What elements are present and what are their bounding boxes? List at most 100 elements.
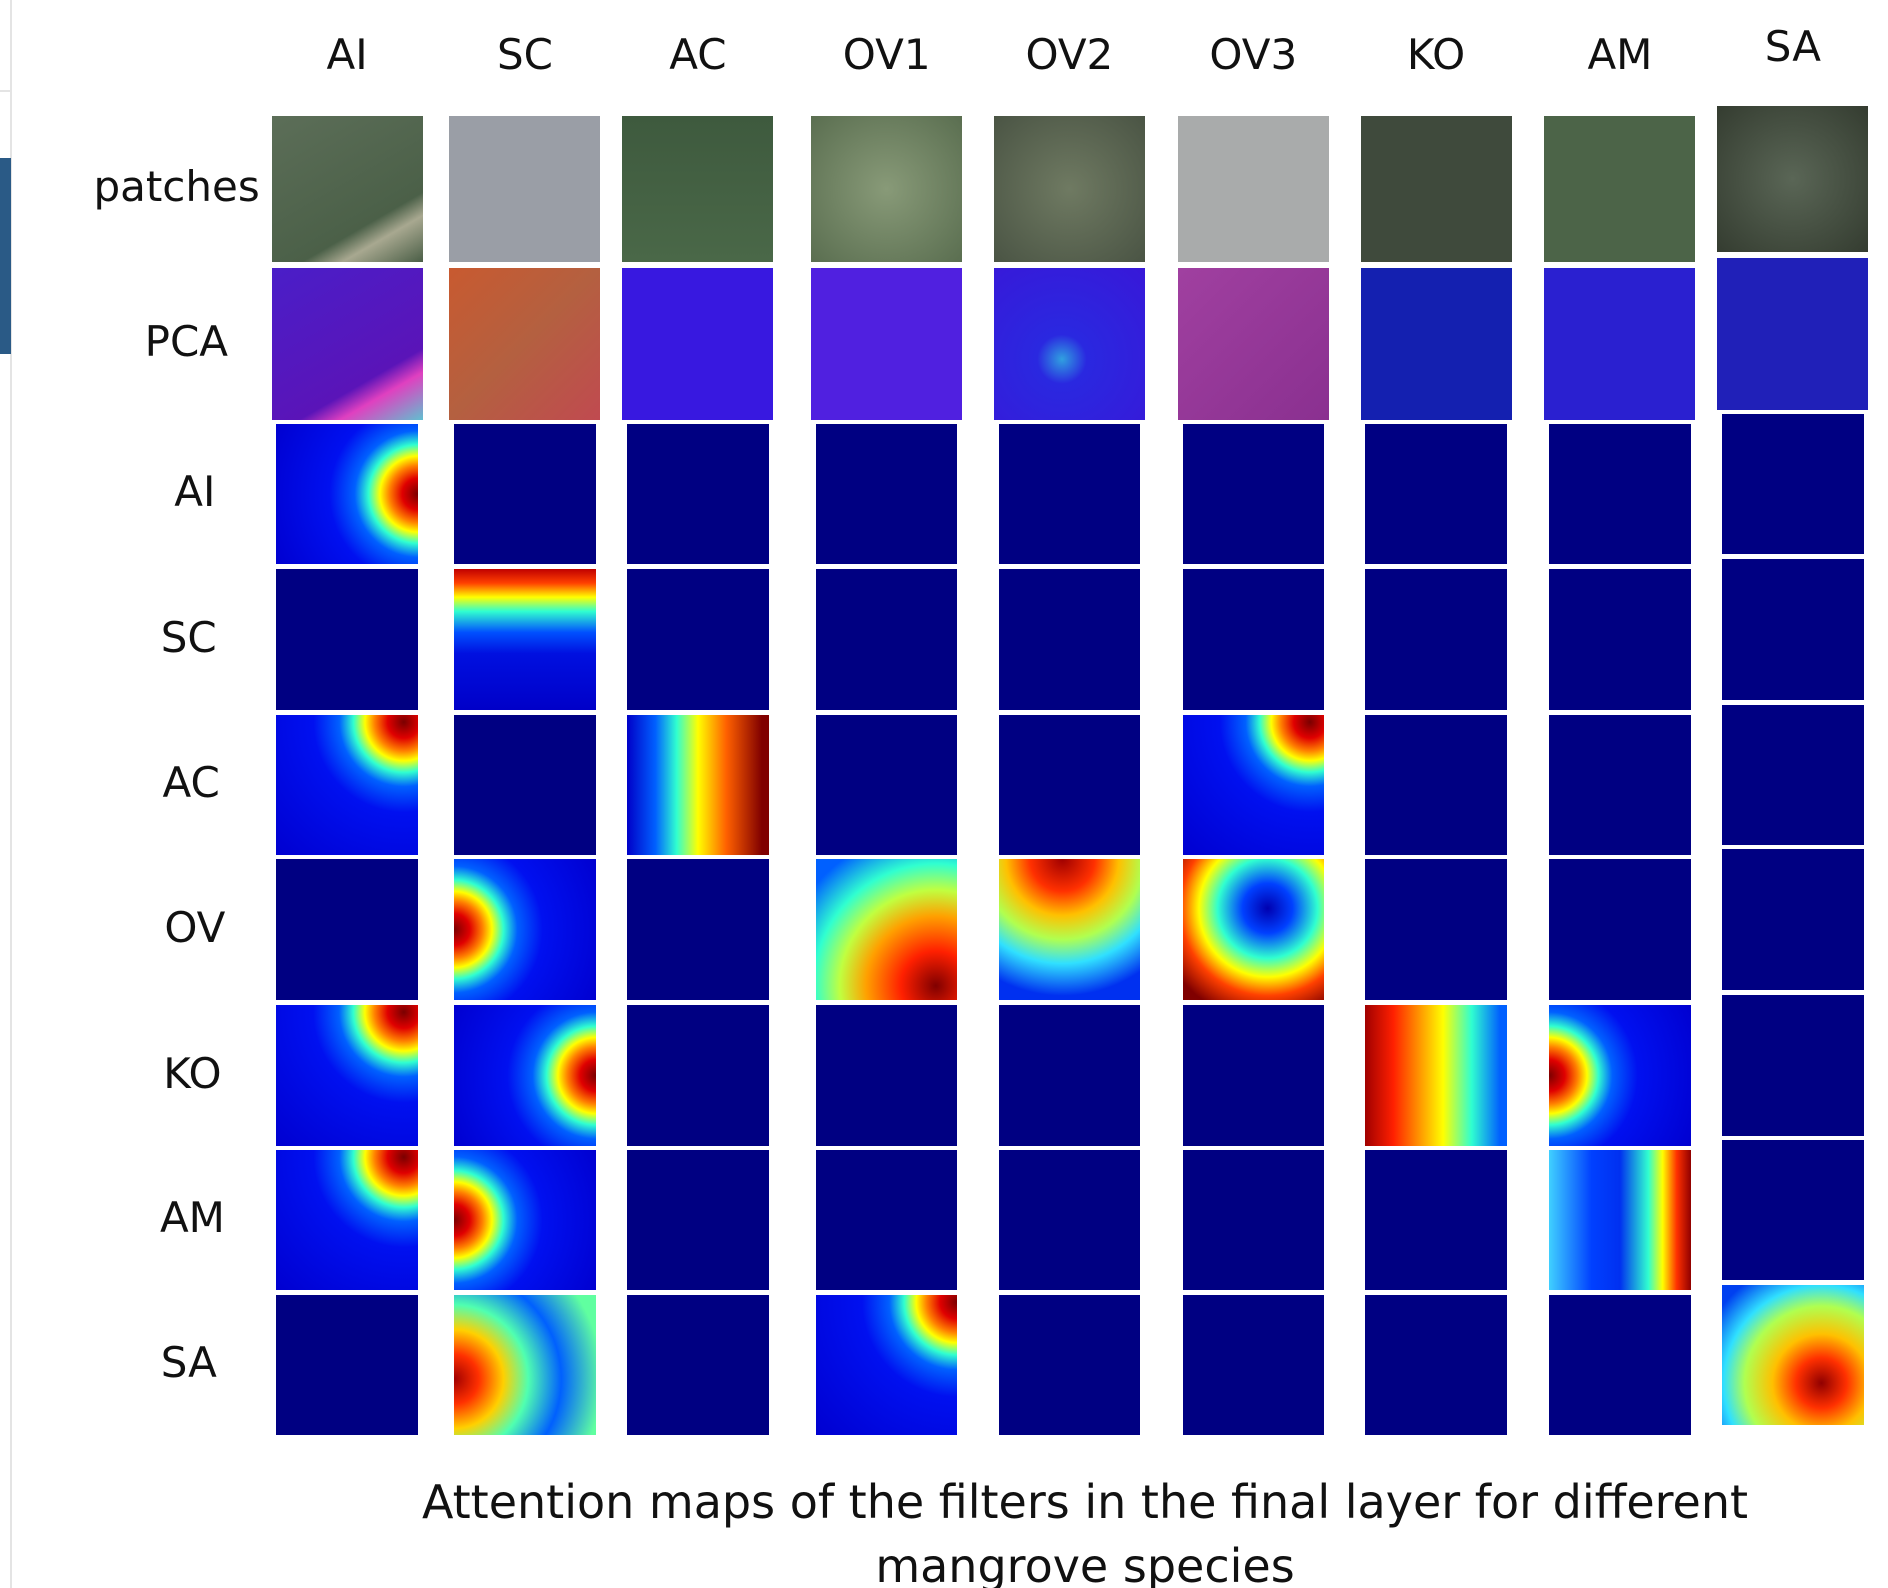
attention-map [1183, 1005, 1324, 1146]
attention-map [1549, 424, 1690, 564]
attention-map [1183, 1295, 1324, 1435]
column-header: AC [613, 30, 784, 79]
attention-map [627, 1295, 768, 1435]
left-accent [0, 158, 11, 354]
patch-image [272, 116, 423, 262]
attention-map [999, 859, 1140, 1000]
attention-map [1549, 1005, 1690, 1146]
row-label: AM [83, 1193, 302, 1242]
attention-map [276, 569, 417, 710]
attention-map [1722, 705, 1863, 845]
attention-map [816, 859, 957, 1000]
attention-map [1183, 859, 1324, 1000]
attention-map [454, 1295, 595, 1435]
patch-image [449, 116, 600, 262]
pca-image [272, 268, 423, 420]
attention-map [1365, 1150, 1506, 1290]
column-header: SC [440, 30, 611, 79]
row-label: SA [79, 1338, 298, 1387]
column-header: KO [1351, 30, 1522, 79]
row-label: AI [85, 467, 304, 516]
attention-map [1722, 1285, 1863, 1425]
column-header: OV2 [984, 30, 1155, 79]
row-label: PCA [77, 317, 296, 366]
pca-image [449, 268, 600, 420]
attention-map [276, 1150, 417, 1290]
row-label: OV [85, 903, 304, 952]
attention-map [816, 569, 957, 710]
attention-map [1549, 715, 1690, 855]
attention-map [816, 1295, 957, 1435]
patch-image [811, 116, 962, 262]
attention-map [276, 1005, 417, 1146]
attention-map [1365, 1295, 1506, 1435]
attention-map [454, 569, 595, 710]
patch-image [1178, 116, 1329, 262]
attention-map [1365, 715, 1506, 855]
attention-map [1722, 414, 1863, 554]
attention-map [1183, 715, 1324, 855]
row-label: patches [67, 162, 286, 211]
attention-map [276, 859, 417, 1000]
attention-map [816, 1005, 957, 1146]
attention-map [454, 1150, 595, 1290]
pca-image [1361, 268, 1512, 420]
attention-map [1183, 569, 1324, 710]
pca-image [1178, 268, 1329, 420]
column-header: SA [1708, 22, 1879, 71]
attention-map [454, 1005, 595, 1146]
attention-map [1549, 1295, 1690, 1435]
attention-map [454, 715, 595, 855]
pca-image [622, 268, 773, 420]
attention-map [1722, 1140, 1863, 1280]
caption: Attention maps of the filters in the fin… [420, 1470, 1750, 1588]
attention-map [276, 1295, 417, 1435]
patch-image [1361, 116, 1512, 262]
patch-image [1717, 106, 1868, 252]
pca-image [1717, 258, 1868, 410]
attention-map [1549, 1150, 1690, 1290]
patch-image [622, 116, 773, 262]
attention-map [627, 1150, 768, 1290]
attention-map [816, 715, 957, 855]
pca-image [811, 268, 962, 420]
attention-map [1183, 1150, 1324, 1290]
column-header: AM [1535, 30, 1706, 79]
attention-map [1549, 569, 1690, 710]
attention-map [627, 715, 768, 855]
attention-map [627, 1005, 768, 1146]
attention-map [1722, 849, 1863, 990]
figure: Attention maps of the filters in the fin… [0, 0, 1888, 1588]
attention-map [1722, 559, 1863, 700]
row-label: KO [83, 1049, 302, 1098]
attention-map [1365, 424, 1506, 564]
row-label: SC [79, 613, 298, 662]
attention-map [454, 859, 595, 1000]
attention-map [627, 569, 768, 710]
column-header: OV1 [801, 30, 972, 79]
attention-map [999, 569, 1140, 710]
column-header: AI [262, 30, 433, 79]
attention-map [1365, 859, 1506, 1000]
attention-map [816, 424, 957, 564]
attention-map [1183, 424, 1324, 564]
patch-image [1544, 116, 1695, 262]
pca-image [1544, 268, 1695, 420]
row-label: AC [82, 758, 301, 807]
attention-map [999, 1005, 1140, 1146]
attention-map [276, 424, 417, 564]
attention-map [627, 424, 768, 564]
attention-map [1722, 995, 1863, 1136]
attention-map [627, 859, 768, 1000]
attention-map [454, 424, 595, 564]
column-header: OV3 [1168, 30, 1339, 79]
attention-map [999, 1295, 1140, 1435]
top-left-box [0, 90, 12, 92]
attention-map [1549, 859, 1690, 1000]
pca-image [994, 268, 1145, 420]
attention-map [276, 715, 417, 855]
attention-map [816, 1150, 957, 1290]
patch-image [994, 116, 1145, 262]
attention-map [999, 715, 1140, 855]
attention-map [1365, 569, 1506, 710]
